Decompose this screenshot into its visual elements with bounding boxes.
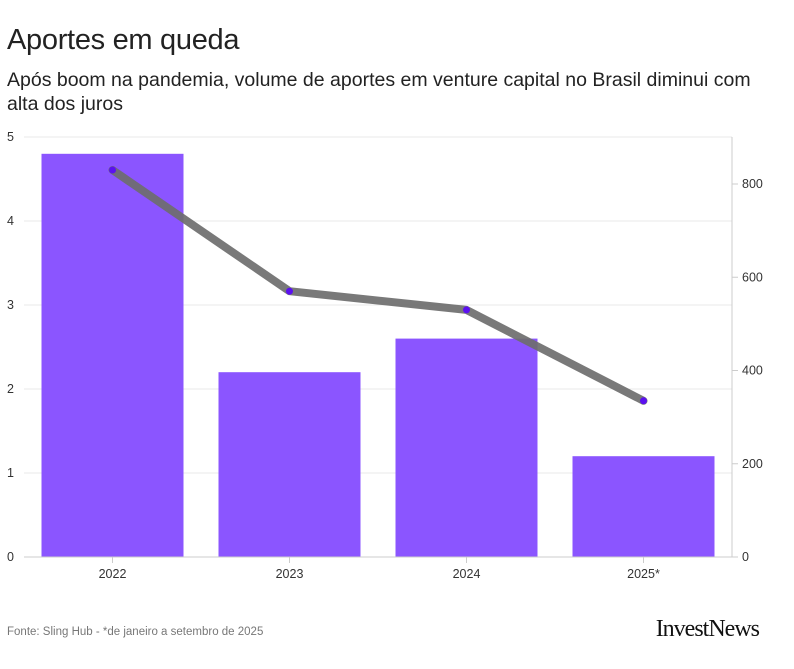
bar-series bbox=[41, 153, 715, 558]
bar-2025* bbox=[572, 456, 715, 557]
point-2024 bbox=[463, 306, 470, 314]
right-tick-label: 800 bbox=[742, 177, 763, 191]
left-tick-label: 0 bbox=[7, 550, 14, 564]
line-series bbox=[108, 166, 648, 405]
bar-2023 bbox=[218, 372, 361, 557]
point-2023 bbox=[286, 287, 293, 295]
left-tick-label: 2 bbox=[7, 382, 14, 396]
chart-title: Aportes em queda bbox=[7, 24, 240, 56]
left-axis: 0 1 2 3 4 5 bbox=[7, 130, 14, 564]
x-tick-label: 2022 bbox=[99, 567, 127, 581]
bar-2024 bbox=[395, 338, 538, 557]
left-tick-label: 3 bbox=[7, 298, 14, 312]
bar-2022 bbox=[41, 153, 184, 558]
left-tick-label: 1 bbox=[7, 466, 14, 480]
right-tick-label: 200 bbox=[742, 457, 763, 471]
right-tick-label: 600 bbox=[742, 270, 763, 284]
investnews-logo: InvestNews bbox=[655, 616, 760, 642]
right-tick-label: 400 bbox=[742, 364, 763, 378]
right-axis: 0 200 400 600 800 bbox=[731, 137, 763, 564]
trend-line bbox=[108, 166, 648, 405]
x-tick-label: 2025* bbox=[627, 567, 660, 581]
x-tick-label: 2023 bbox=[276, 567, 304, 581]
point-2022 bbox=[109, 166, 116, 174]
point-2025* bbox=[640, 397, 647, 405]
x-axis: 2022 2023 2024 2025* bbox=[24, 556, 732, 581]
x-tick-label: 2024 bbox=[453, 567, 481, 581]
left-tick-label: 4 bbox=[7, 214, 14, 228]
source-note: Fonte: Sling Hub - *de janeiro a setembr… bbox=[7, 626, 264, 638]
chart-subtitle: Após boom na pandemia, volume de aportes… bbox=[7, 69, 751, 115]
left-tick-label: 5 bbox=[7, 130, 14, 144]
right-tick-label: 0 bbox=[742, 550, 749, 564]
line-points bbox=[109, 166, 647, 405]
